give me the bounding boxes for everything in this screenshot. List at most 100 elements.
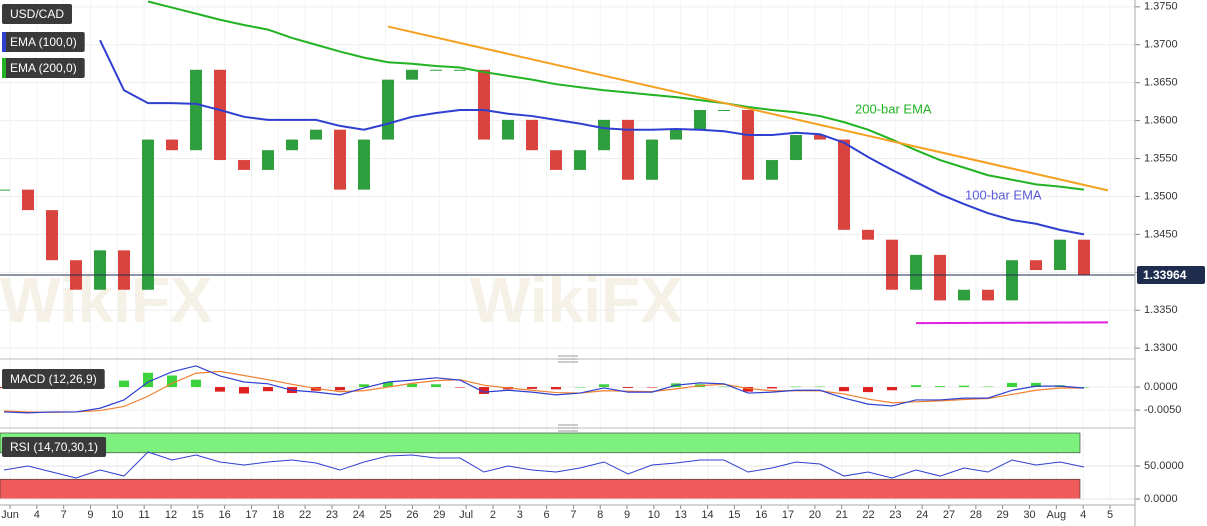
- candle: [646, 139, 658, 180]
- x-tick-label: 16: [219, 509, 231, 521]
- candle: [166, 139, 178, 151]
- candle: [214, 69, 226, 161]
- histogram-bar: [599, 384, 609, 388]
- x-tick-label: 14: [701, 509, 713, 521]
- histogram-bar: [119, 380, 129, 388]
- histogram-bar: [527, 387, 537, 389]
- x-tick-label: 29: [997, 509, 1009, 521]
- watermark: WikiFX: [470, 264, 683, 336]
- histogram-bar: [887, 387, 897, 391]
- trend-line: [915, 321, 1109, 325]
- candle: [526, 119, 538, 151]
- candle: [358, 139, 370, 190]
- y-tick-label: 1.3700: [1144, 39, 1178, 51]
- y-tick-label: 1.3350: [1144, 304, 1178, 316]
- candle: [934, 254, 946, 301]
- x-tick-label: 17: [782, 509, 794, 521]
- candle: [1054, 239, 1066, 271]
- candle: [94, 250, 106, 290]
- candle: [862, 229, 874, 240]
- candle: [310, 129, 322, 140]
- y-tick-label: 1.3500: [1144, 190, 1178, 202]
- x-tick-label: 13: [675, 509, 687, 521]
- x-tick-label: 24: [353, 509, 365, 521]
- histogram-bar: [215, 387, 225, 392]
- y-tick-label: 1.3300: [1144, 342, 1178, 354]
- candle: [190, 69, 202, 151]
- histogram-bar: [743, 387, 753, 392]
- x-tick-label: 7: [61, 509, 67, 521]
- legend-entry: EMA (100,0): [2, 32, 85, 52]
- candle: [0, 189, 10, 191]
- histogram-bar: [911, 385, 921, 388]
- drag-handle[interactable]: [558, 355, 578, 363]
- x-tick-label: 23: [326, 509, 338, 521]
- candle: [910, 254, 922, 290]
- histogram-bar: [551, 387, 561, 390]
- legend-swatch: [2, 58, 6, 78]
- y-tick-label: 50.0000: [1144, 460, 1184, 472]
- x-tick-label: 6: [544, 509, 550, 521]
- x-tick-label: 9: [624, 509, 630, 521]
- legend-label: RSI (14,70,30,1): [10, 440, 98, 454]
- x-tick-label: 12: [165, 509, 177, 521]
- rsi-band: [0, 432, 1081, 454]
- histogram-bar: [839, 387, 849, 392]
- candle: [622, 119, 634, 180]
- histogram-bar: [935, 386, 945, 388]
- candle: [46, 210, 58, 261]
- histogram-bar: [623, 387, 633, 388]
- x-tick-label: 2: [490, 509, 496, 521]
- candle: [1030, 260, 1042, 271]
- histogram-bar: [1079, 387, 1089, 388]
- ema-line: [147, 0, 1085, 191]
- y-tick-label: 0.0000: [1144, 493, 1178, 505]
- y-tick-label: -0.0050: [1144, 404, 1181, 416]
- macd-line: [3, 365, 1085, 414]
- candle: [838, 139, 850, 230]
- legend-label: EMA (100,0): [10, 35, 77, 49]
- histogram-bar: [359, 384, 369, 388]
- legend-box: [2, 369, 105, 389]
- candle: [742, 109, 754, 180]
- legend-box: [2, 4, 73, 24]
- candle: [334, 129, 346, 190]
- histogram-bar: [983, 386, 993, 388]
- legend-entry: RSI (14,70,30,1): [2, 437, 107, 457]
- candle: [382, 79, 394, 140]
- x-tick-label: 4: [34, 509, 40, 521]
- legend-entry: USD/CAD: [2, 4, 73, 24]
- rsi-band: [0, 478, 1081, 500]
- histogram-bar: [1007, 382, 1017, 388]
- candle: [958, 289, 970, 301]
- x-tick-label: 10: [111, 509, 123, 521]
- candle: [1078, 239, 1090, 276]
- current-price-label: 1.33964: [1143, 268, 1187, 282]
- legend-box: [2, 437, 107, 457]
- histogram-bar: [791, 386, 801, 388]
- annotation: 200-bar EMA: [855, 101, 932, 116]
- x-tick-label: Jun: [1, 509, 19, 521]
- candle: [550, 150, 562, 170]
- legend-label: USD/CAD: [10, 7, 64, 21]
- histogram-bar: [143, 372, 153, 388]
- candle: [718, 109, 730, 111]
- histogram-bar: [719, 386, 729, 388]
- candle: [814, 135, 826, 140]
- drag-handle[interactable]: [558, 424, 578, 432]
- legend-entry: EMA (200,0): [2, 58, 85, 78]
- legend-entry: MACD (12,26,9): [2, 369, 105, 389]
- rsi-line: [3, 451, 1085, 479]
- histogram-bar: [383, 381, 393, 388]
- candle: [598, 119, 610, 151]
- x-tick-label: Jul: [459, 509, 473, 521]
- legend-box: [2, 32, 85, 52]
- candle: [1006, 260, 1018, 301]
- histogram-bar: [767, 387, 777, 389]
- candle: [118, 250, 130, 290]
- signal-line: [3, 370, 1084, 413]
- x-tick-label: 22: [299, 509, 311, 521]
- legend-label: EMA (200,0): [10, 61, 77, 75]
